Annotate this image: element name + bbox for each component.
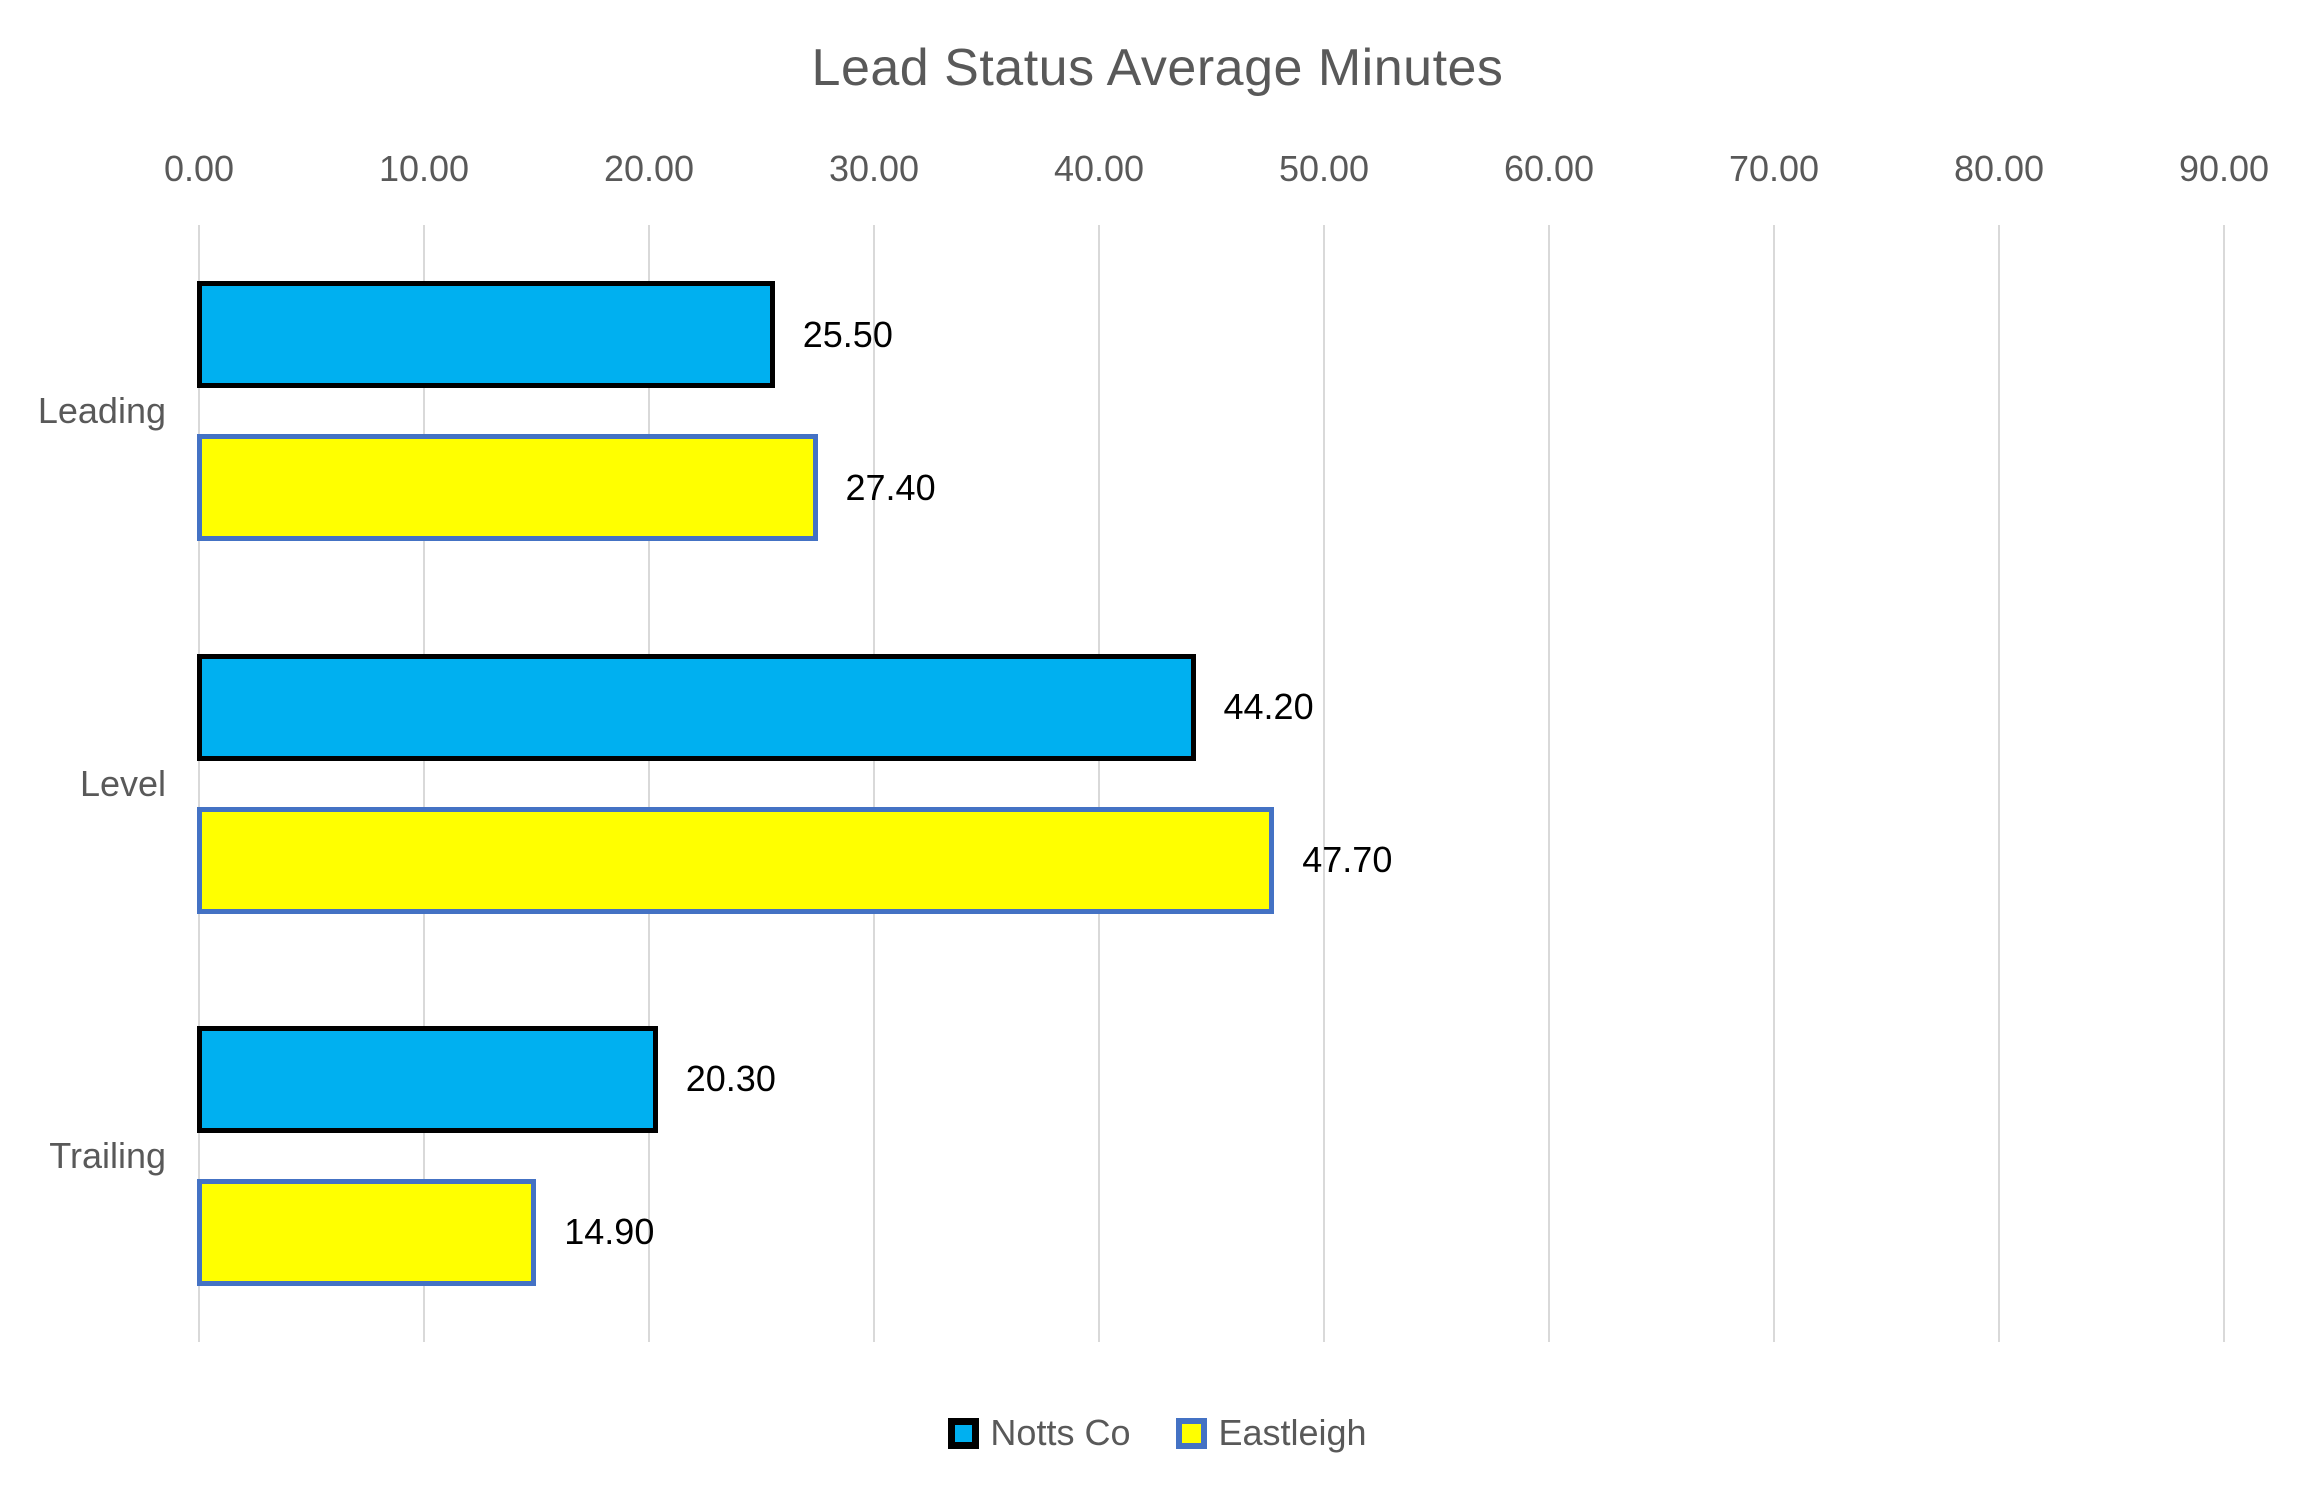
gridline (1548, 225, 1550, 1342)
gridline (1998, 225, 2000, 1342)
gridline (873, 225, 875, 1342)
bar-notts-co (197, 653, 1196, 761)
legend-swatch-icon (948, 1417, 980, 1449)
x-tick-label: 0.00 (163, 148, 235, 189)
legend-item-eastleigh: Eastleigh (1176, 1412, 1367, 1454)
x-tick-label: 10.00 (378, 148, 470, 189)
value-label: 27.40 (845, 466, 936, 508)
x-tick-label: 40.00 (1053, 148, 1145, 189)
legend-label: Notts Co (990, 1412, 1131, 1453)
x-tick-label: 60.00 (1503, 148, 1595, 189)
x-tick-label: 90.00 (2178, 148, 2270, 189)
bar-eastleigh (197, 434, 818, 542)
x-tick-label: 20.00 (603, 148, 695, 189)
gridline (1323, 225, 1325, 1342)
bar-notts-co (197, 1025, 658, 1133)
x-tick-label: 50.00 (1278, 148, 1370, 189)
value-label: 44.20 (1223, 686, 1314, 727)
x-tick-label: 30.00 (828, 148, 920, 189)
value-label: 47.70 (1302, 839, 1393, 880)
category-label: Trailing (49, 1134, 166, 1176)
category-label: Level (79, 762, 166, 804)
x-tick-label: 80.00 (1953, 148, 2045, 189)
gridline (1098, 225, 1100, 1342)
value-label: 25.50 (802, 313, 893, 355)
bar-notts-co (197, 281, 775, 389)
value-label: 14.90 (564, 1211, 655, 1253)
gridline (198, 225, 200, 1342)
value-label: 20.30 (685, 1058, 776, 1100)
bar-eastleigh (197, 806, 1275, 914)
gridline (1773, 225, 1775, 1342)
bar-eastleigh (197, 1178, 537, 1286)
gridline (2223, 225, 2225, 1342)
chart-title: Lead Status Average Minutes (811, 39, 1504, 97)
gridline (423, 225, 425, 1342)
legend-item-notts-co: Notts Co (948, 1412, 1130, 1454)
gridline (648, 225, 650, 1342)
legend-swatch-icon (1176, 1417, 1208, 1449)
legend-label: Eastleigh (1218, 1412, 1367, 1453)
category-label: Leading (37, 390, 166, 432)
legend: Notts Co Eastleigh (0, 1412, 2315, 1454)
x-tick-label: 70.00 (1728, 148, 1820, 189)
